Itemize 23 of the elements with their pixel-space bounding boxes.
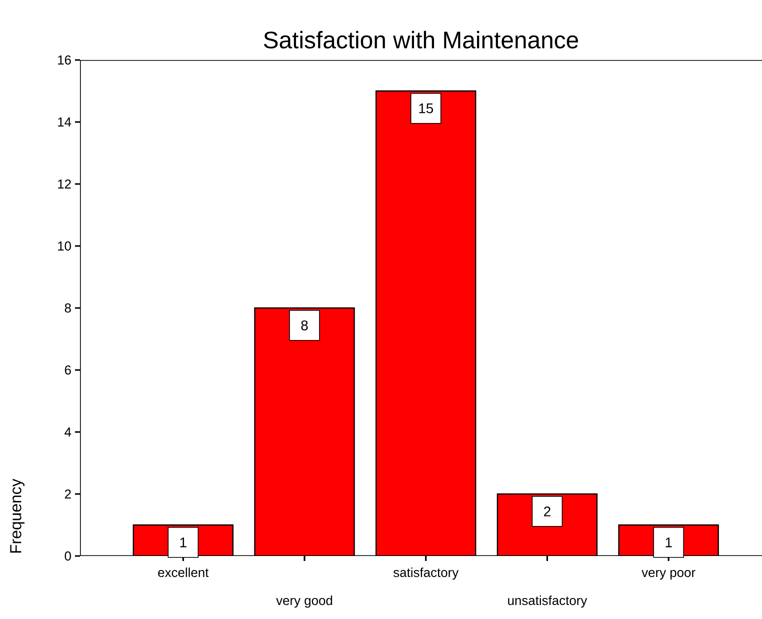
x-tick-label: satisfactory bbox=[393, 568, 459, 580]
y-tick-label: 4 bbox=[64, 428, 72, 436]
x-tick-label: unsatisfactory bbox=[508, 596, 588, 608]
data-label: 1 bbox=[666, 538, 672, 548]
data-label: 15 bbox=[419, 104, 434, 114]
chart-title: Satisfaction with Maintenance bbox=[264, 30, 578, 48]
y-tick-label: 6 bbox=[64, 365, 71, 375]
y-tick-label: 14 bbox=[58, 118, 72, 126]
bar bbox=[254, 307, 355, 556]
y-tick-label: 2 bbox=[64, 489, 71, 499]
x-tick-label: very good bbox=[276, 596, 332, 608]
y-tick-label: 16 bbox=[58, 55, 71, 65]
bar bbox=[376, 90, 476, 556]
y-tick-label: 0 bbox=[64, 551, 71, 561]
data-label: 8 bbox=[301, 320, 308, 330]
data-label: 2 bbox=[544, 506, 550, 516]
x-tick-label: very poor bbox=[642, 570, 696, 580]
x-tick-label: excellent bbox=[158, 568, 209, 578]
y-tick-label: 8 bbox=[64, 303, 71, 313]
data-label: 1 bbox=[180, 538, 186, 548]
y-tick-label: 12 bbox=[58, 179, 71, 189]
y-axis-title: Frequency bbox=[10, 478, 24, 553]
y-tick-label: 10 bbox=[58, 241, 71, 251]
